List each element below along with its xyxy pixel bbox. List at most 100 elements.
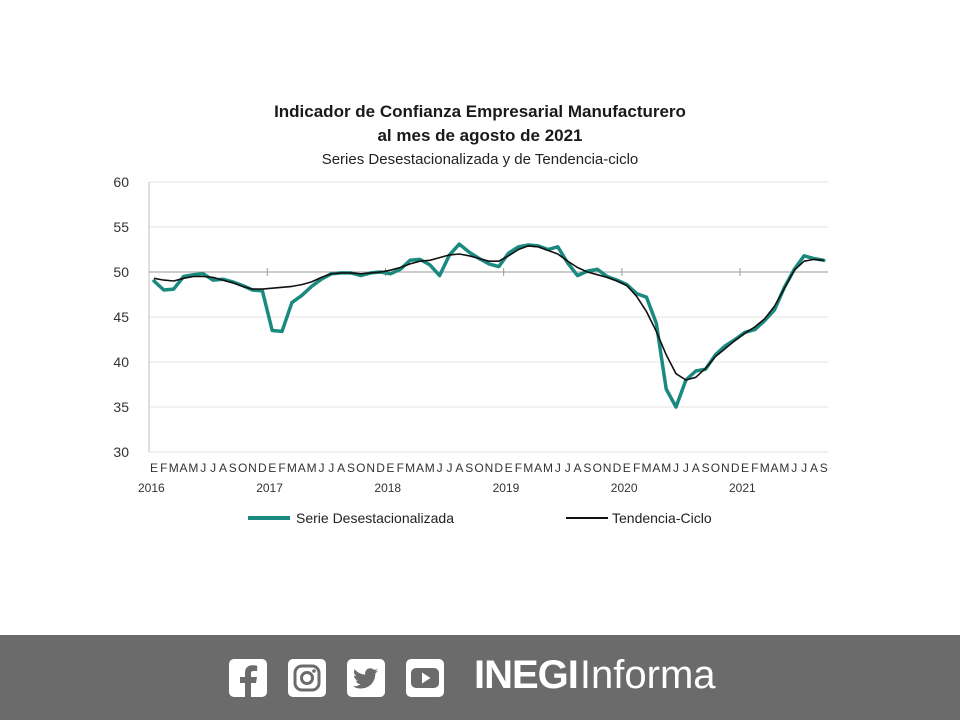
x-tick-month: N [603,461,612,475]
x-tick-month: M [425,461,435,475]
x-tick-month: F [278,461,285,475]
x-tick-month: O [474,461,483,475]
x-tick-month: N [721,461,730,475]
x-tick-month: N [366,461,375,475]
y-tick-label: 50 [113,264,129,280]
x-tick-month: F [633,461,640,475]
x-tick-month: J [210,461,216,475]
x-tick-month: J [447,461,453,475]
x-tick-month: S [465,461,473,475]
x-tick-month: J [683,461,689,475]
x-tick-month: O [593,461,602,475]
x-tick-month: M [405,461,415,475]
x-tick-month: J [318,461,324,475]
x-tick-month: M [188,461,198,475]
instagram-icon[interactable] [288,659,326,697]
x-tick-month: A [416,461,424,475]
x-tick-month: M [523,461,533,475]
x-tick-month: J [801,461,807,475]
x-axis-year-labels: 2016 2017 2018 2019 2020 2021 [138,481,756,495]
x-tick-month: A [219,461,227,475]
series-line-tendencia-ciclo [153,245,824,381]
x-tick-month: E [268,461,276,475]
x-tick-month: F [397,461,404,475]
x-tick-month: F [751,461,758,475]
x-tick-month: E [741,461,749,475]
x-tick-month: F [515,461,522,475]
twitter-icon[interactable] [347,659,385,697]
x-tick-month: D [731,461,740,475]
x-tick-month: F [160,461,167,475]
y-tick-label: 35 [113,399,129,415]
x-tick-month: S [583,461,591,475]
y-tick-label: 55 [113,219,129,235]
x-tick-month: O [711,461,720,475]
x-tick-month: O [356,461,365,475]
facebook-icon[interactable] [229,659,267,697]
x-tick-month: A [771,461,779,475]
x-tick-month: J [555,461,561,475]
legend-label-tendencia: Tendencia-Ciclo [612,510,712,526]
x-tick-month: N [485,461,494,475]
brand-logo: INEGI Informa [474,653,716,703]
y-tick-label: 45 [113,309,129,325]
brand-inegi: INEGI [474,653,579,697]
x-tick-month: D [258,461,267,475]
x-tick-month: O [238,461,247,475]
gridlines [149,181,828,453]
x-tick-month: E [150,461,158,475]
legend: Serie Desestacionalizada Tendencia-Ciclo [248,510,712,526]
x-tick-month: A [810,461,818,475]
x-tick-month: E [623,461,631,475]
chart-subtitle: Series Desestacionalizada y de Tendencia… [322,151,639,168]
x-tick-month: D [613,461,622,475]
x-tick-month: D [494,461,503,475]
series-line-desestacionalizada [152,242,826,409]
x-tick-month: M [779,461,789,475]
chart-title-line2: al mes de agosto de 2021 [377,126,582,145]
legend-label-desestacionalizada: Serie Desestacionalizada [296,510,454,526]
x-tick-year: 2016 [138,481,165,495]
x-tick-month: A [337,461,345,475]
chart: Indicador de Confianza Empresarial Manuf… [113,102,828,526]
footer-bar: INEGI Informa [0,635,960,720]
x-tick-month: J [328,461,334,475]
x-tick-month: J [791,461,797,475]
x-tick-month: A [534,461,542,475]
x-tick-month: M [661,461,671,475]
x-tick-month: E [505,461,513,475]
x-tick-month: M [169,461,179,475]
x-tick-year: 2017 [256,481,283,495]
x-tick-month: M [543,461,553,475]
y-tick-label: 60 [113,174,129,190]
chart-title-line1: Indicador de Confianza Empresarial Manuf… [274,102,686,121]
x-tick-month: J [437,461,443,475]
x-tick-month: A [180,461,188,475]
x-tick-month: A [574,461,582,475]
x-tick-month: J [673,461,679,475]
youtube-icon[interactable] [406,659,444,697]
y-tick-label: 40 [113,354,129,370]
x-tick-month: A [455,461,463,475]
x-tick-month: A [298,461,306,475]
y-tick-label: 30 [113,444,129,460]
x-tick-month: S [347,461,355,475]
x-tick-month: M [307,461,317,475]
x-tick-year: 2019 [493,481,520,495]
x-tick-year: 2021 [729,481,756,495]
x-tick-month: J [200,461,206,475]
x-tick-month: S [702,461,710,475]
x-tick-month: S [229,461,237,475]
x-tick-month: A [652,461,660,475]
x-tick-month: N [248,461,257,475]
x-tick-month: M [287,461,297,475]
x-tick-month: A [692,461,700,475]
x-tick-year: 2018 [374,481,401,495]
x-tick-month: S [820,461,828,475]
x-tick-year: 2020 [611,481,638,495]
y-axis-ticks: 60 55 50 45 40 35 30 [113,174,129,460]
x-tick-month: D [376,461,385,475]
x-tick-month: M [642,461,652,475]
x-tick-month: E [386,461,394,475]
